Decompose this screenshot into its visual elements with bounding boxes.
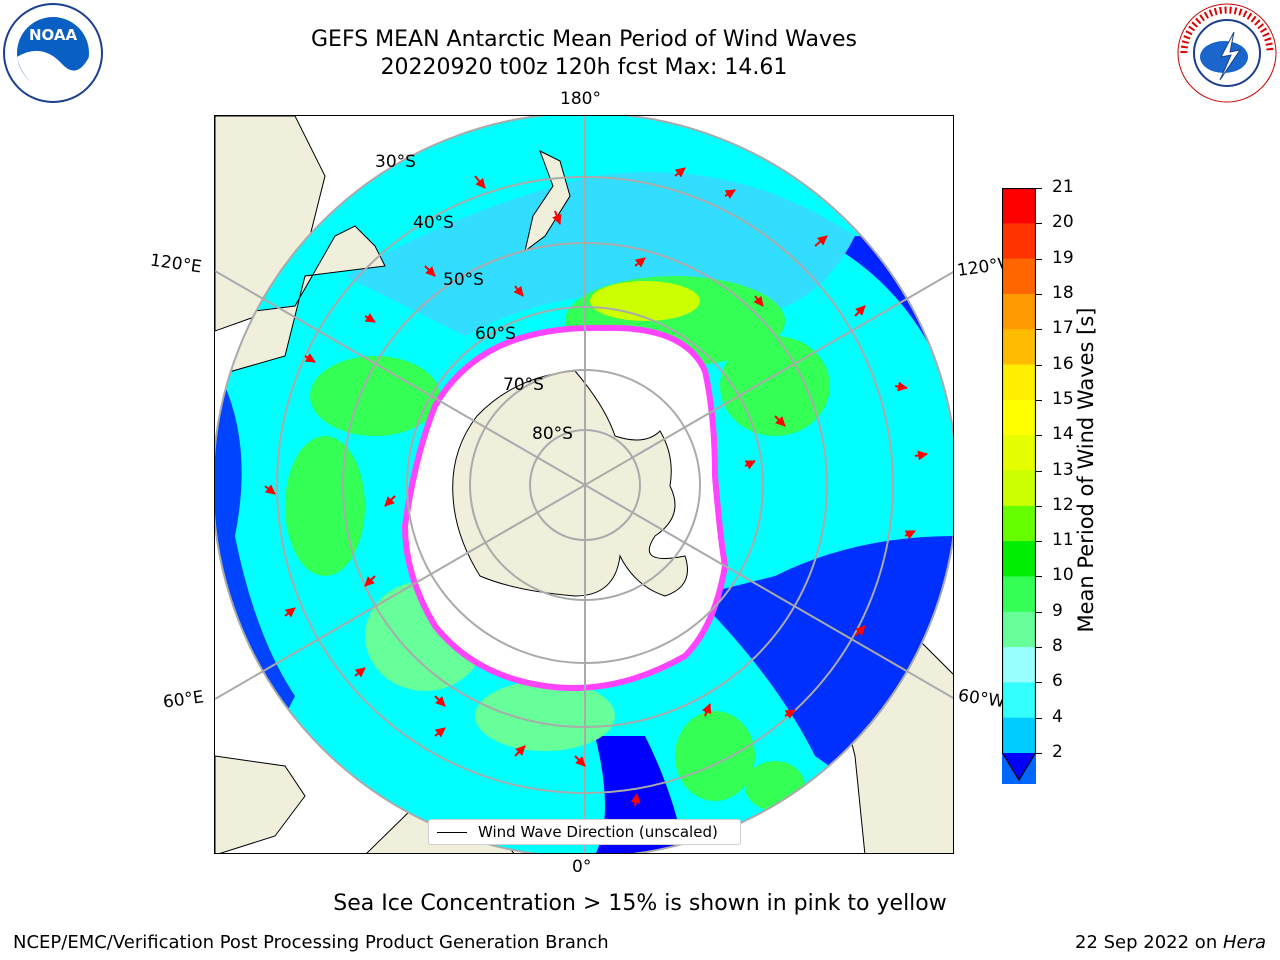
colorbar-swatch — [1002, 470, 1036, 507]
colorbar-tick-mark — [1036, 435, 1042, 437]
colorbar-tick-label: 4 — [1052, 706, 1063, 727]
colorbar-swatches — [1001, 187, 1037, 789]
colorbar-swatch — [1002, 611, 1036, 648]
colorbar-tick-label: 17 — [1052, 318, 1074, 339]
noaa-logo-text: NOAA — [29, 26, 78, 44]
colorbar-swatch — [1002, 717, 1036, 754]
noaa-logo: NOAA — [2, 2, 104, 104]
colorbar-swatch — [1002, 364, 1036, 401]
colorbar-tick-label: 13 — [1052, 459, 1074, 480]
colorbar-tick-label: 9 — [1052, 600, 1063, 621]
lat-label-80s: 80°S — [532, 424, 573, 444]
wind-wave-arrows — [264, 167, 928, 807]
colorbar-tick-label: 15 — [1052, 388, 1074, 409]
colorbar-tick-mark — [1036, 329, 1042, 331]
colorbar-tick-label: 11 — [1052, 530, 1074, 551]
africa-land — [215, 755, 306, 853]
colorbar-tick-label: 21 — [1052, 177, 1074, 197]
colorbar-tick-mark — [1036, 717, 1042, 719]
colorbar-tick-mark — [1036, 188, 1042, 189]
lon-label-120e: 120°E — [148, 250, 203, 278]
colorbar-tick-mark — [1036, 223, 1042, 225]
legend-line-swatch — [437, 832, 467, 833]
colorbar-swatch — [1002, 399, 1036, 436]
sea-ice-note: Sea Ice Concentration > 15% is shown in … — [333, 891, 947, 916]
footer-date: 22 Sep 2022 on Hera — [1075, 932, 1266, 953]
colorbar-swatch — [1002, 541, 1036, 577]
map-title: GEFS MEAN Antarctic Mean Period of Wind … — [311, 27, 857, 52]
lat-label-50s: 50°S — [443, 270, 484, 290]
wave-zone-green-east — [720, 336, 830, 436]
colorbar-tick-label: 20 — [1052, 212, 1074, 233]
colorbar-under-triangle — [1002, 753, 1036, 780]
lat-label-40s: 40°S — [413, 213, 454, 233]
wave-zone-mint — [475, 681, 615, 751]
polar-map-canvas — [215, 116, 953, 853]
colorbar — [1001, 187, 1037, 789]
colorbar-swatch — [1002, 188, 1036, 224]
colorbar-swatch — [1002, 647, 1036, 683]
lon-label-180: 180° — [560, 89, 601, 109]
colorbar-swatch — [1002, 258, 1036, 295]
colorbar-tick-mark — [1036, 576, 1042, 578]
colorbar-tick-label: 10 — [1052, 565, 1074, 586]
antarctica-land — [452, 370, 688, 597]
colorbar-tick-mark — [1036, 364, 1042, 366]
colorbar-tick-mark — [1036, 470, 1042, 472]
colorbar-tick-mark — [1036, 258, 1042, 260]
colorbar-swatch — [1002, 576, 1036, 613]
colorbar-tick-mark — [1036, 541, 1042, 543]
map-legend: Wind Wave Direction (unscaled) — [428, 819, 741, 845]
lon-label-60w: 60°W — [956, 685, 1007, 713]
colorbar-tick-mark — [1036, 682, 1042, 684]
colorbar-tick-mark — [1036, 611, 1042, 613]
colorbar-swatch — [1002, 682, 1036, 719]
colorbar-tick-label: 19 — [1052, 247, 1074, 268]
colorbar-tick-mark — [1036, 399, 1042, 401]
colorbar-tick-label: 8 — [1052, 636, 1063, 657]
colorbar-tick-label: 12 — [1052, 494, 1074, 515]
colorbar-tick-mark — [1036, 293, 1042, 295]
footer-source: NCEP/EMC/Verification Post Processing Pr… — [13, 932, 609, 953]
lat-label-30s: 30°S — [375, 152, 416, 172]
wave-zone-green-west — [285, 436, 365, 576]
legend-label: Wind Wave Direction (unscaled) — [478, 823, 718, 841]
colorbar-tick-label: 18 — [1052, 282, 1074, 303]
wave-zone-green-atlantic — [675, 711, 755, 801]
colorbar-tick-mark — [1036, 505, 1042, 507]
map-subtitle: 20220920 t00z 120h fcst Max: 14.61 — [380, 55, 788, 80]
colorbar-swatch — [1002, 329, 1036, 366]
wave-zone-green-indian — [310, 356, 440, 436]
wave-zone-yellow-pacific — [590, 281, 700, 321]
colorbar-swatch — [1002, 293, 1036, 330]
colorbar-label: Mean Period of Wind Waves [s] — [1074, 307, 1098, 633]
colorbar-tick-label: 14 — [1052, 424, 1074, 445]
footer-date-text: 22 Sep 2022 on — [1075, 932, 1223, 953]
colorbar-tick-label: 6 — [1052, 671, 1063, 692]
colorbar-swatch — [1002, 223, 1036, 260]
new-zealand-land — [524, 149, 571, 253]
colorbar-swatch — [1002, 435, 1036, 471]
colorbar-tick-label: 16 — [1052, 353, 1074, 374]
colorbar-swatch — [1002, 505, 1036, 542]
colorbar-tick-mark — [1036, 647, 1042, 649]
graticule — [215, 116, 953, 853]
colorbar-tick-mark — [1036, 753, 1042, 754]
nws-logo — [1176, 2, 1278, 104]
lon-label-60e: 60°E — [161, 687, 206, 713]
colorbar-tick-label: 2 — [1052, 742, 1063, 762]
lat-label-70s: 70°S — [503, 375, 544, 395]
polar-map — [214, 115, 954, 854]
lon-label-0: 0° — [572, 857, 592, 877]
footer-host: Hera — [1222, 932, 1266, 953]
lat-label-60s: 60°S — [475, 324, 516, 344]
